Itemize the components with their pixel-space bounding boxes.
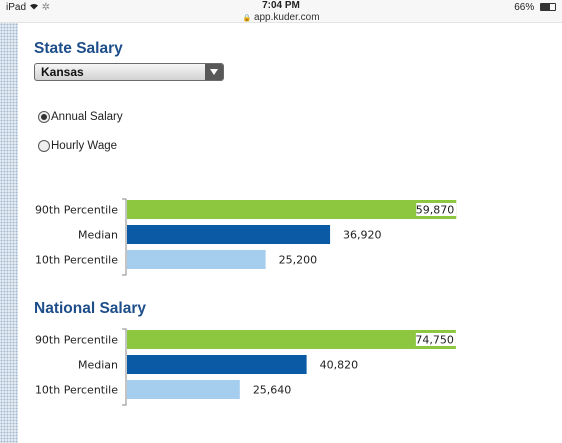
national-salary-category-label: 10th Percentile [35, 384, 118, 397]
radio-hourly-wage[interactable]: Hourly Wage [38, 140, 117, 152]
national-salary-value-label: 40,820 [320, 359, 359, 372]
state-salary-category-label: 10th Percentile [35, 254, 118, 267]
national-salary-value-label: 25,640 [253, 384, 291, 397]
state-salary-bar [127, 200, 457, 219]
device-name: iPad [6, 2, 27, 13]
national-salary-bar [127, 355, 307, 374]
state-salary-category-label: 90th Percentile [35, 204, 118, 217]
dropdown-button[interactable] [205, 64, 223, 80]
national-salary-axis [122, 328, 127, 406]
state-salary-heading: State Salary [34, 40, 123, 57]
radio-annual-label: Annual Salary [51, 111, 123, 123]
national-salary-chart-svg: 90th Percentile 74,750 Median 40,820 10th Pe… [35, 328, 456, 406]
status-left: iPad ✲ [6, 2, 50, 13]
status-bar: iPad ✲ 7:04 PM 🔒 app.kuder.com 66% [0, 0, 562, 23]
chevron-down-icon [210, 69, 218, 75]
state-salary-value-label-bg [416, 203, 457, 216]
state-salary-value-label: 36,920 [343, 229, 382, 242]
status-right: 66% [514, 2, 556, 13]
radio-hourly-label: Hourly Wage [51, 140, 118, 152]
battery-icon [540, 3, 556, 12]
wifi-icon [29, 2, 42, 13]
national-salary-chart: 90th Percentile 74,750 Median 40,820 10th Pe… [0, 328, 562, 412]
radio-button-checked[interactable] [38, 111, 50, 123]
radio-annual-salary[interactable]: Annual Salary [38, 111, 123, 123]
national-salary-bar [127, 330, 456, 349]
loading-icon: ✲ [41, 2, 50, 13]
state-salary-value-label: 59,870 [416, 204, 455, 217]
state-salary-bar [127, 250, 266, 269]
status-time: 7:04 PM [262, 0, 300, 11]
state-select[interactable]: Kansas [34, 63, 224, 81]
national-salary-bar [127, 380, 240, 399]
radio-button-unchecked[interactable] [38, 140, 50, 152]
state-salary-chart: 90th Percentile 59,870 Median 36,920 10th Pe… [0, 198, 562, 282]
status-center: 7:04 PM 🔒 app.kuder.com [0, 0, 562, 24]
state-select-value: Kansas [41, 65, 84, 79]
address-bar[interactable]: 🔒 app.kuder.com [0, 12, 562, 24]
lock-icon: 🔒 [242, 15, 252, 22]
left-decorative-strip [0, 23, 18, 443]
state-salary-category-label: Median [78, 229, 118, 242]
national-salary-value-label-bg [415, 333, 456, 346]
state-salary-value-label: 25,200 [279, 254, 318, 267]
state-salary-bar [127, 225, 331, 244]
national-salary-category-label: 90th Percentile [35, 334, 118, 347]
national-salary-category-label: Median [78, 359, 118, 372]
national-salary-value-label: 74,750 [415, 334, 454, 347]
battery-level [541, 4, 551, 11]
address-url: app.kuder.com [253, 12, 320, 23]
national-salary-heading: National Salary [34, 300, 146, 317]
state-salary-axis [122, 198, 127, 276]
battery-percent: 66% [514, 2, 535, 13]
state-salary-chart-svg: 90th Percentile 59,870 Median 36,920 10th Pe… [35, 198, 457, 276]
